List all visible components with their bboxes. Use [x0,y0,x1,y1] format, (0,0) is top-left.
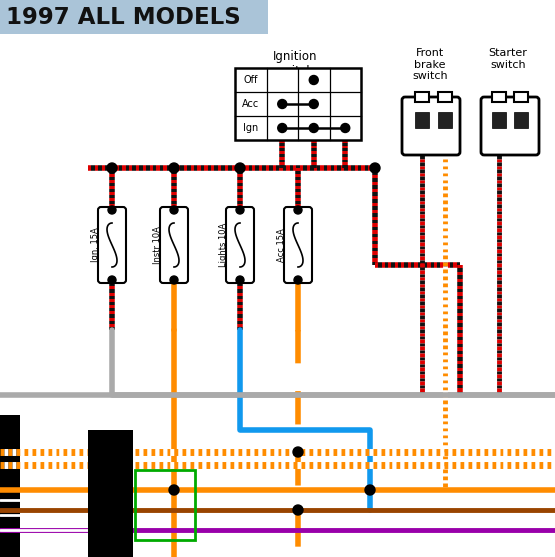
Circle shape [294,276,302,284]
Bar [514,112,528,128]
Text: Acc: Acc [242,99,259,109]
Bar [88,430,133,557]
Bar [514,92,528,102]
Text: Front
brake
switch: Front brake switch [412,48,448,81]
Circle shape [169,163,179,173]
Text: Starter
switch: Starter switch [488,48,527,70]
Text: Acc 15A: Acc 15A [278,228,286,262]
Circle shape [235,163,245,173]
Bar [492,112,506,128]
Circle shape [309,76,318,85]
Text: 1997 ALL MODELS: 1997 ALL MODELS [6,6,241,28]
Bar [438,92,452,102]
Bar [0,415,20,557]
Circle shape [236,276,244,284]
Text: Ign. 15A: Ign. 15A [92,228,100,262]
Bar [135,470,195,540]
Circle shape [365,485,375,495]
Bar [492,92,506,102]
Circle shape [278,124,287,133]
Circle shape [309,124,318,133]
Circle shape [278,100,287,109]
Text: Off: Off [244,75,258,85]
Bar [438,112,452,128]
Bar [415,112,429,128]
FancyBboxPatch shape [481,97,539,155]
Bar [415,92,429,102]
Bar [0,0,268,34]
Circle shape [108,276,116,284]
Circle shape [170,206,178,214]
Text: Instr 10A: Instr 10A [154,226,163,264]
FancyBboxPatch shape [98,207,126,283]
Circle shape [294,206,302,214]
Circle shape [170,276,178,284]
Circle shape [169,485,179,495]
FancyBboxPatch shape [226,207,254,283]
Bar [235,68,361,140]
FancyBboxPatch shape [160,207,188,283]
Circle shape [341,124,350,133]
Circle shape [370,163,380,173]
Circle shape [309,100,318,109]
Circle shape [236,206,244,214]
Circle shape [293,505,303,515]
Text: Ignition
switch: Ignition switch [273,50,317,78]
Text: Lights 10A: Lights 10A [219,223,229,267]
FancyBboxPatch shape [284,207,312,283]
Circle shape [293,447,303,457]
Circle shape [108,206,116,214]
Circle shape [107,163,117,173]
Text: Ign: Ign [243,123,259,133]
FancyBboxPatch shape [402,97,460,155]
